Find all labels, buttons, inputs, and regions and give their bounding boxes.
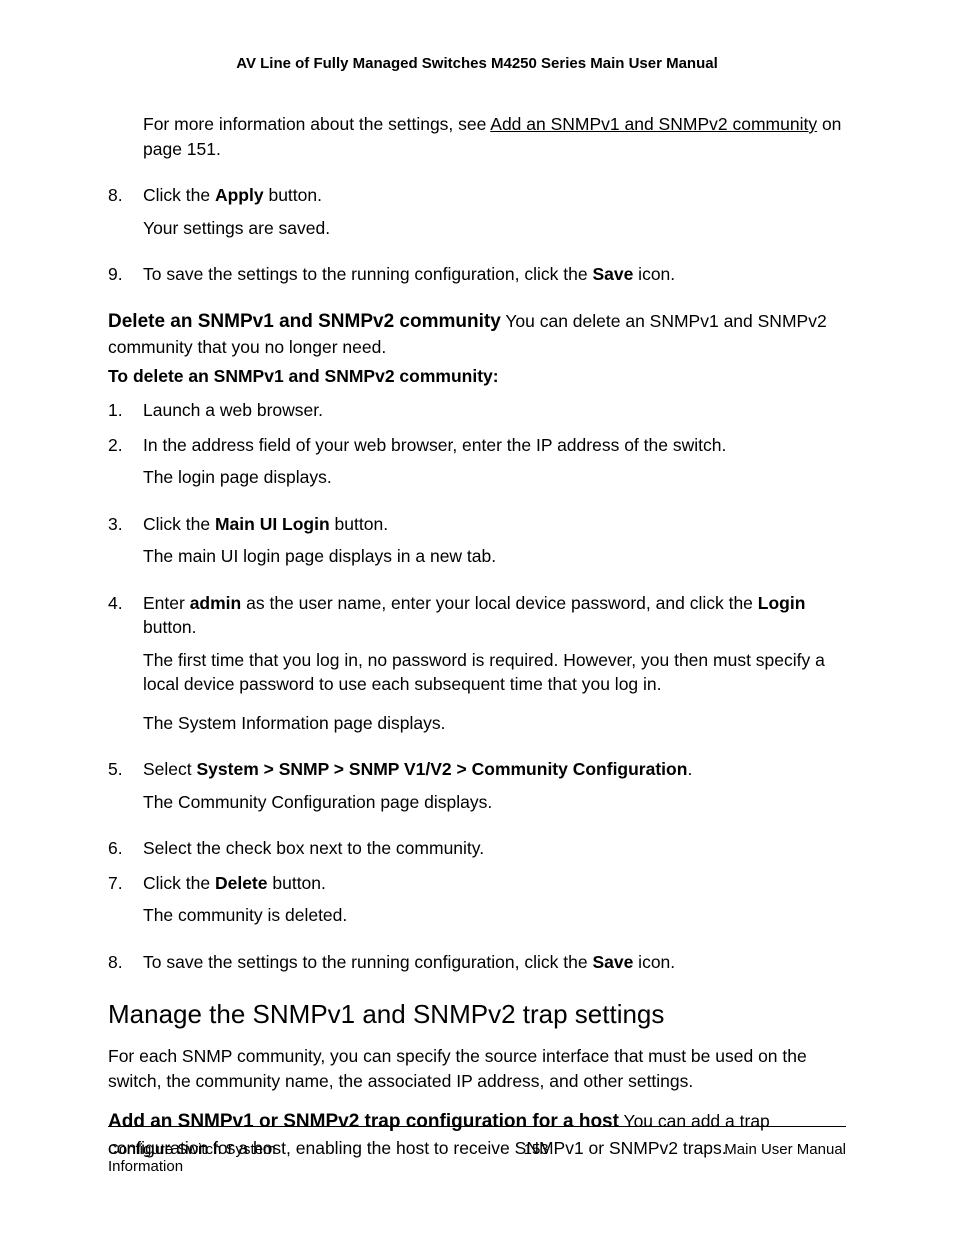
step-number: 7. xyxy=(108,871,143,928)
step-number: 5. xyxy=(108,757,143,814)
step-body: Launch a web browser. xyxy=(143,398,846,423)
step-number: 1. xyxy=(108,398,143,423)
step-body: Click the Main UI Login button. The main… xyxy=(143,512,846,569)
save-label: Save xyxy=(592,264,633,284)
text: button. xyxy=(268,873,326,893)
login-label: Login xyxy=(758,593,806,613)
main-ui-login-label: Main UI Login xyxy=(215,514,330,534)
del-step-6: 6. Select the check box next to the comm… xyxy=(108,836,846,861)
footer-left: Configure Switch System Information xyxy=(108,1141,348,1175)
step-sub: The community is deleted. xyxy=(143,903,846,928)
text: button. xyxy=(143,617,197,637)
step-number: 4. xyxy=(108,591,143,736)
section-trap-heading: Manage the SNMPv1 and SNMPv2 trap settin… xyxy=(108,996,846,1032)
text: button. xyxy=(330,514,388,534)
step-number: 2. xyxy=(108,433,143,490)
footer-right: Main User Manual xyxy=(724,1141,846,1175)
step-body: Click the Delete button. The community i… xyxy=(143,871,846,928)
step-number: 6. xyxy=(108,836,143,861)
menu-path-label: System > SNMP > SNMP V1/V2 > Community C… xyxy=(197,759,688,779)
admin-label: admin xyxy=(190,593,242,613)
text: Enter xyxy=(143,593,190,613)
text: Select xyxy=(143,759,197,779)
step-number: 9. xyxy=(108,262,143,287)
del-step-7: 7. Click the Delete button. The communit… xyxy=(108,871,846,928)
delete-label: Delete xyxy=(215,873,268,893)
text: Click the xyxy=(143,514,215,534)
step-body: Enter admin as the user name, enter your… xyxy=(143,591,846,736)
del-step-3: 3. Click the Main UI Login button. The m… xyxy=(108,512,846,569)
step-body: Select the check box next to the communi… xyxy=(143,836,846,861)
step-sub1: The first time that you log in, no passw… xyxy=(143,648,846,697)
text: To save the settings to the running conf… xyxy=(143,952,592,972)
step-sub2: The System Information page displays. xyxy=(143,711,846,736)
text: To save the settings to the running conf… xyxy=(143,264,592,284)
step-number: 8. xyxy=(108,950,143,975)
step-sub: The login page displays. xyxy=(143,465,846,490)
save-label: Save xyxy=(592,952,633,972)
intro-text-a: For more information about the settings,… xyxy=(143,114,490,134)
step-body: Select System > SNMP > SNMP V1/V2 > Comm… xyxy=(143,757,846,814)
link-add-community[interactable]: Add an SNMPv1 and SNMPv2 community xyxy=(490,114,817,134)
page-content: For more information about the settings,… xyxy=(108,112,846,1161)
del-step-1: 1. Launch a web browser. xyxy=(108,398,846,423)
intro-paragraph: For more information about the settings,… xyxy=(143,112,846,161)
step-sub: Your settings are saved. xyxy=(143,216,846,241)
step-body: To save the settings to the running conf… xyxy=(143,262,846,287)
text: . xyxy=(687,759,692,779)
step-8: 8. Click the Apply button. Your settings… xyxy=(108,183,846,240)
footer-page-number: 153 xyxy=(524,1141,549,1175)
step-number: 8. xyxy=(108,183,143,240)
step-body: To save the settings to the running conf… xyxy=(143,950,846,975)
del-step-5: 5. Select System > SNMP > SNMP V1/V2 > C… xyxy=(108,757,846,814)
section-delete-heading: Delete an SNMPv1 and SNMPv2 community xyxy=(108,311,501,332)
page-footer: Configure Switch System Information 153 … xyxy=(108,1126,846,1175)
section-delete-intro: Delete an SNMPv1 and SNMPv2 community Yo… xyxy=(108,309,846,360)
text: icon. xyxy=(633,264,675,284)
section-trap-para: For each SNMP community, you can specify… xyxy=(108,1044,846,1093)
step-9: 9. To save the settings to the running c… xyxy=(108,262,846,287)
section-delete-subhead: To delete an SNMPv1 and SNMPv2 community… xyxy=(108,364,846,389)
text: Click the xyxy=(143,873,215,893)
del-step-8: 8. To save the settings to the running c… xyxy=(108,950,846,975)
text: icon. xyxy=(633,952,675,972)
apply-label: Apply xyxy=(215,185,264,205)
step-number: 3. xyxy=(108,512,143,569)
step-sub: The main UI login page displays in a new… xyxy=(143,544,846,569)
page-header: AV Line of Fully Managed Switches M4250 … xyxy=(108,55,846,72)
step-body: Click the Apply button. Your settings ar… xyxy=(143,183,846,240)
text: as the user name, enter your local devic… xyxy=(241,593,758,613)
text: In the address field of your web browser… xyxy=(143,435,726,455)
step-sub: The Community Configuration page display… xyxy=(143,790,846,815)
step-body: In the address field of your web browser… xyxy=(143,433,846,490)
footer-rule xyxy=(108,1126,846,1127)
del-step-2: 2. In the address field of your web brow… xyxy=(108,433,846,490)
del-step-4: 4. Enter admin as the user name, enter y… xyxy=(108,591,846,736)
text: button. xyxy=(264,185,322,205)
text: Click the xyxy=(143,185,215,205)
